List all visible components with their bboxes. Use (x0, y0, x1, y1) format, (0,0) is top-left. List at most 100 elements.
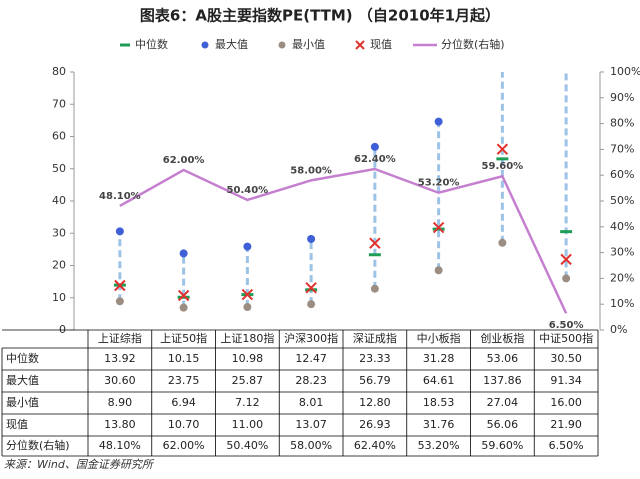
table-cell: 28.23 (295, 374, 327, 387)
y-tick-label: 0 (59, 323, 66, 336)
y-tick-label: 30 (52, 226, 66, 239)
legend-label: 中位数 (135, 37, 168, 51)
table-cell: 13.07 (295, 418, 327, 431)
data-label: 62.00% (163, 155, 205, 166)
x-tick-label: 沪深300指 (284, 331, 338, 345)
table-cell: 31.76 (423, 418, 455, 431)
table-cell: 48.10% (99, 439, 141, 452)
dot-marker (243, 242, 252, 251)
y-tick-label: 20 (52, 259, 66, 272)
table-cell: 7.12 (235, 396, 260, 409)
table-cell: 137.86 (483, 374, 522, 387)
y2-tick-label: 30% (610, 246, 634, 259)
table-cell: 10.70 (168, 418, 200, 431)
y-tick-label: 70 (52, 97, 66, 110)
data-label: 58.00% (290, 165, 332, 176)
dot-marker (179, 249, 188, 258)
plot-area (113, 31, 573, 312)
table-cell: 26.93 (359, 418, 391, 431)
data-label: 53.20% (418, 178, 460, 189)
table-cell: 8.01 (299, 396, 324, 409)
dot-marker (243, 303, 252, 312)
dot-marker (370, 142, 379, 151)
table-cell: 10.98 (232, 352, 264, 365)
table-row-header: 最小值 (6, 396, 39, 409)
table-cell: 6.94 (171, 396, 196, 409)
table-cell: 12.47 (295, 352, 327, 365)
legend-label: 现值 (370, 38, 392, 51)
data-label: 48.10% (99, 191, 141, 202)
legend-marker (201, 41, 209, 49)
table-cell: 53.20% (418, 439, 460, 452)
cross-marker (177, 289, 190, 302)
table-cell: 30.50 (550, 352, 582, 365)
y-tick-label: 80 (52, 65, 66, 78)
table-cell: 18.53 (423, 396, 455, 409)
table-cell: 8.90 (108, 396, 133, 409)
dot-marker (434, 117, 443, 126)
table-cell: 56.79 (359, 374, 391, 387)
y2-tick-label: 20% (610, 271, 634, 284)
table-cell: 13.80 (104, 418, 136, 431)
y2-tick-label: 100% (610, 65, 640, 78)
y-tick-label: 50 (52, 162, 66, 175)
y-tick-label: 60 (52, 130, 66, 143)
table-cell: 31.28 (423, 352, 455, 365)
table-row-header: 现值 (6, 418, 28, 431)
data-label: 50.40% (227, 185, 269, 196)
x-tick-label: 上证50指 (160, 331, 207, 345)
table-cell: 25.87 (232, 374, 264, 387)
table-cell: 21.90 (550, 418, 582, 431)
data-label: 6.50% (549, 320, 584, 331)
x-tick-label: 上证综指 (98, 331, 142, 345)
table-cell: 58.00% (290, 439, 332, 452)
dot-marker (562, 31, 570, 39)
dot-marker (498, 238, 507, 247)
chart-title: 图表6：A股主要指数PE(TTM) （自2010年1月起） (140, 7, 500, 25)
x-tick-label: 中证500指 (539, 331, 593, 345)
y-tick-label: 40 (52, 194, 66, 207)
cross-marker (305, 282, 317, 294)
cross-marker (496, 143, 509, 155)
cross-marker (560, 253, 572, 266)
table-cell: 53.06 (487, 352, 519, 365)
dot-marker (307, 234, 316, 243)
table-cell: 30.60 (104, 374, 136, 387)
dot-marker (562, 274, 571, 283)
table-cell: 23.75 (168, 374, 200, 387)
percentile-line (119, 167, 568, 314)
table-cell: 23.33 (359, 352, 391, 365)
table-cell: 62.00% (163, 439, 205, 452)
legend-label: 最大值 (215, 37, 248, 51)
table-cell: 62.40% (354, 439, 396, 452)
dot-marker (307, 300, 316, 309)
table-cell: 6.50% (549, 439, 584, 452)
cross-marker (114, 279, 126, 292)
legend-marker (355, 40, 365, 50)
table-cell: 50.40% (226, 439, 268, 452)
data-label: 62.40% (354, 154, 396, 165)
table-cell: 11.00 (232, 418, 264, 431)
source: 来源：Wind、国金证券研究所 (4, 458, 155, 471)
table-cell: 16.00 (550, 396, 582, 409)
table-cell: 12.80 (359, 396, 391, 409)
table-cell: 10.15 (168, 352, 200, 365)
cross-marker (432, 221, 445, 234)
dot-marker (370, 284, 379, 293)
table-cell: 13.92 (104, 352, 136, 365)
table-cell: 64.61 (423, 374, 455, 387)
x-tick-label: 中小板指 (417, 331, 461, 345)
table-row-header: 中位数 (6, 351, 39, 365)
table-row-header: 最大值 (6, 373, 39, 387)
y2-tick-label: 90% (610, 91, 634, 104)
table-cell: 91.34 (550, 374, 582, 387)
dot-marker (115, 227, 124, 236)
x-tick-label: 创业板指 (480, 331, 524, 345)
table-cell: 59.60% (481, 439, 523, 452)
dot-marker (179, 303, 188, 312)
legend-label: 最小值 (292, 38, 325, 51)
y2-tick-label: 60% (610, 168, 634, 181)
y2-tick-label: 80% (610, 117, 634, 130)
y2-tick-label: 10% (610, 297, 634, 310)
cross-marker (241, 288, 254, 301)
